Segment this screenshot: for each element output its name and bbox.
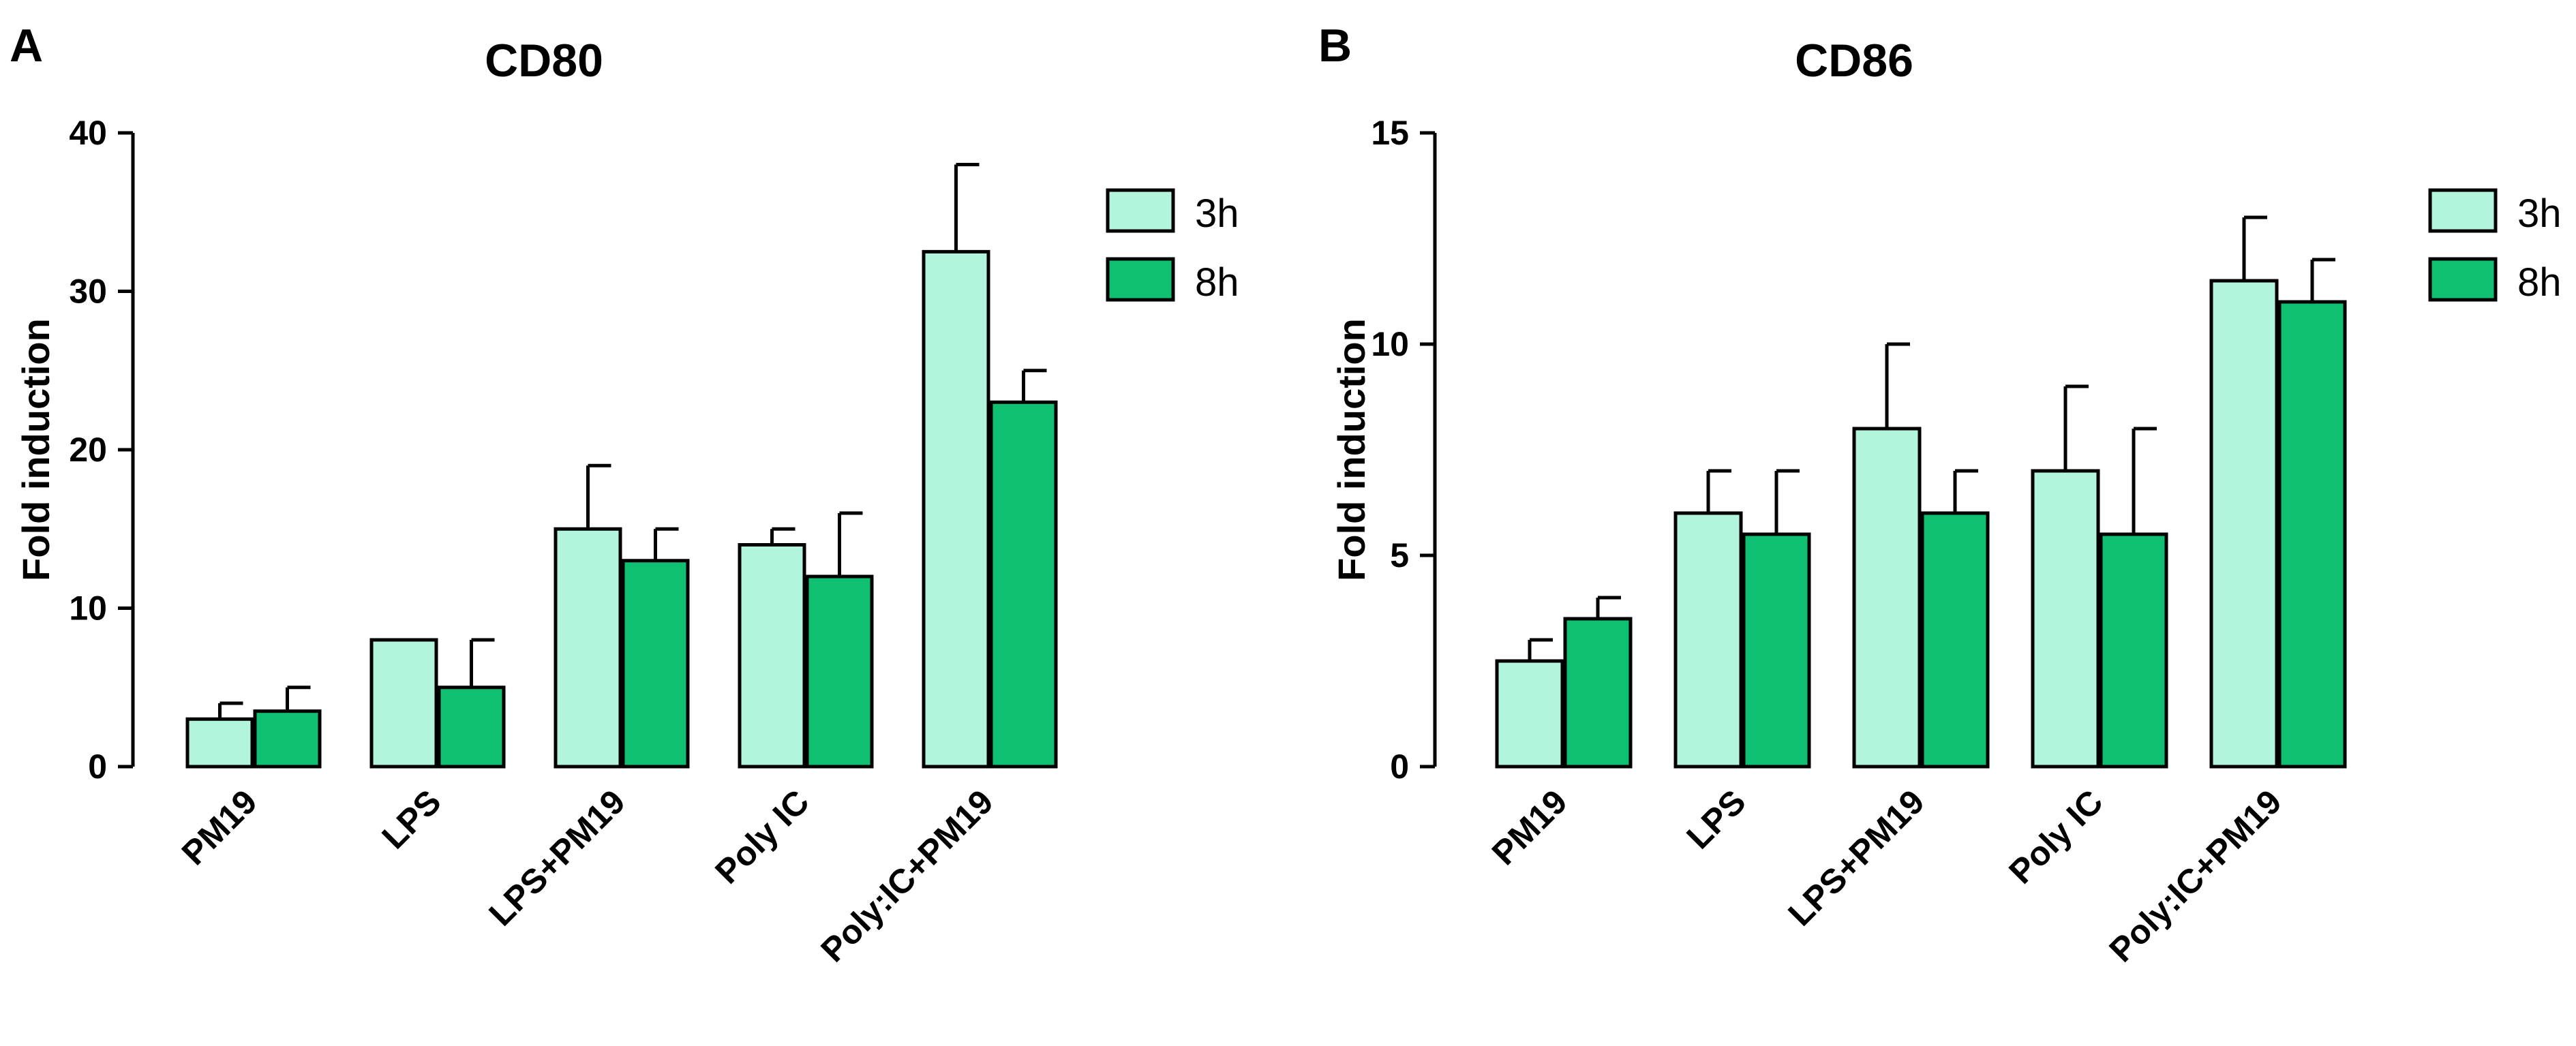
y-axis-label: Fold induction <box>14 318 57 581</box>
bar-8h <box>1742 532 1811 769</box>
panel-b: B CD86 Fold induction 0 5 10 15 PM19 LPS LPS+P… <box>1318 20 2562 970</box>
y-tick-label: 5 <box>1390 536 1409 574</box>
bar-8h <box>437 686 506 769</box>
bar-3h <box>1673 511 1743 769</box>
y-tick-label: 10 <box>1371 325 1409 363</box>
y-tick-label: 20 <box>69 431 107 469</box>
bar-8h <box>1920 511 1990 769</box>
x-tick-label: PM19 <box>175 782 264 872</box>
bar-8h <box>621 559 690 769</box>
plot-area: 0 10 20 30 40 PM19 LPS LPS+PM19 Poly ICPoly:IC+P… <box>69 114 1239 970</box>
bar-3h <box>185 717 254 769</box>
legend-swatch-8h <box>2428 257 2498 302</box>
y-axis-label: Fold induction <box>1330 318 1373 581</box>
chart-title: CD86 <box>1795 35 1913 87</box>
plot-area: 0 5 10 15 PM19 LPS LPS+PM19 Poly ICPoly:IC+PM19… <box>1371 114 2561 970</box>
bar-3h <box>1852 427 1922 769</box>
x-tick-label: Poly:IC+PM19 <box>2102 782 2288 969</box>
legend-swatch-3h <box>2428 188 2498 233</box>
legend-label: 8h <box>2517 260 2562 305</box>
bar-8h <box>805 574 874 769</box>
y-tick-label: 0 <box>88 748 107 786</box>
x-tick-label: LPS+PM19 <box>481 782 632 933</box>
bar-3h <box>1495 659 1564 769</box>
y-tick-label: 15 <box>1371 114 1409 152</box>
legend-swatch-3h <box>1106 188 1175 233</box>
bar-8h <box>2277 300 2347 769</box>
x-tick-label: PM19 <box>1485 782 1575 872</box>
y-tick-label: 0 <box>1390 748 1409 786</box>
x-tick-label: Poly:IC+PM19 <box>813 782 1000 969</box>
legend-swatch-8h <box>1106 257 1175 302</box>
legend-label: 3h <box>1195 191 1239 236</box>
y-tick-label: 30 <box>69 273 107 311</box>
bar-3h <box>922 249 990 769</box>
legend-label: 8h <box>1195 260 1239 305</box>
bar-8h <box>1563 617 1633 769</box>
y-tick-label: 40 <box>69 114 107 152</box>
bar-3h <box>2031 469 2100 769</box>
x-tick-label: Poly IC <box>2001 782 2110 891</box>
bar-3h <box>369 638 438 769</box>
legend-label: 3h <box>2517 191 2562 236</box>
x-tick-label: Poly IC <box>708 782 816 891</box>
x-tick-label: LPS <box>374 782 448 856</box>
y-tick-label: 10 <box>69 589 107 628</box>
bar-8h <box>253 709 322 769</box>
bar-8h <box>989 400 1058 769</box>
x-tick-label: LPS+PM19 <box>1781 782 1931 933</box>
panel-a: A CD80 Fold induction 0 10 20 30 40 PM19 LPS LP… <box>10 20 1239 970</box>
bar-3h <box>554 527 622 769</box>
bar-3h <box>738 543 806 769</box>
panel-letter: A <box>10 20 43 72</box>
bar-3h <box>2209 279 2279 769</box>
x-tick-label: LPS <box>1679 782 1753 856</box>
bar-8h <box>2099 532 2168 769</box>
panel-letter: B <box>1318 20 1352 72</box>
chart-title: CD80 <box>485 35 603 87</box>
